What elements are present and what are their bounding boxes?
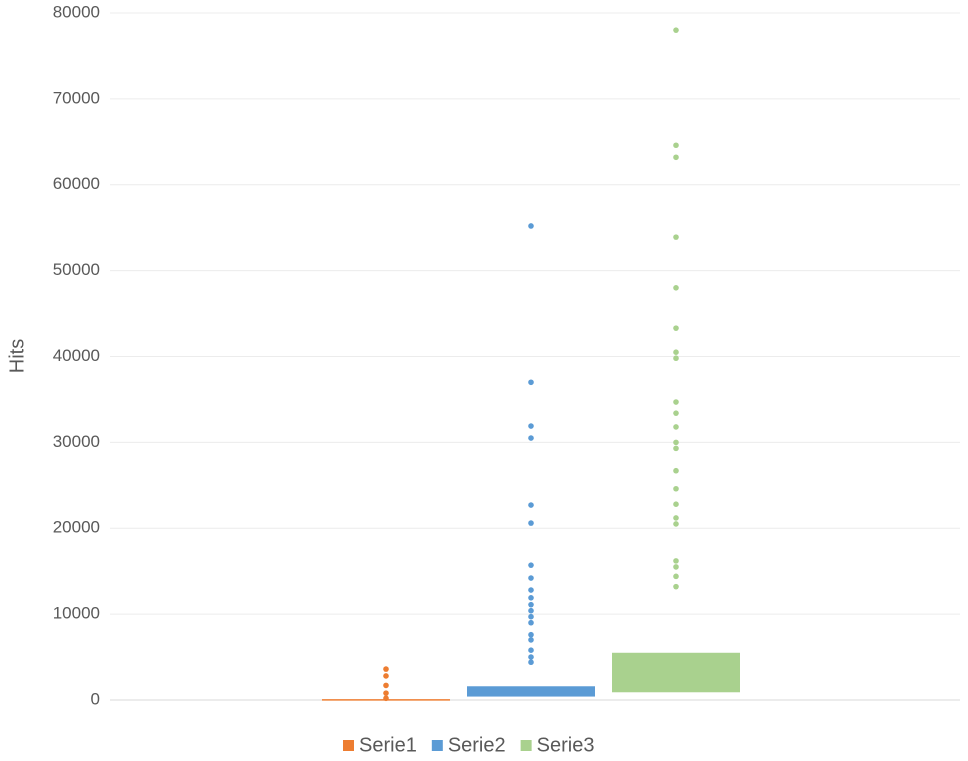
outlier [528,619,534,626]
outlier [673,558,679,564]
outlier [528,435,534,441]
outlier [528,575,534,581]
outlier [673,583,679,590]
outlier [528,654,534,660]
outlier [673,424,679,430]
outlier [673,142,679,149]
outlier [383,673,389,679]
outlier [673,285,679,291]
outlier [673,355,679,362]
outlier [528,613,534,620]
outlier [528,423,534,429]
outlier [528,502,534,508]
outlier [528,601,534,608]
y-tick-label: 20000 [53,518,100,537]
legend-swatch [431,740,443,751]
outlier [383,666,389,672]
outlier [528,223,534,229]
y-tick-label: 70000 [53,88,100,107]
outlier [673,467,679,474]
outlier [528,647,534,653]
outlier [673,485,679,492]
outlier [528,379,534,386]
legend-label: Serie1 [359,734,417,756]
legend-swatch [520,740,532,751]
y-tick-label: 50000 [53,260,100,279]
outlier [673,501,679,508]
outlier [673,515,679,521]
outlier [528,659,534,666]
outlier [673,573,679,580]
outlier [673,234,679,240]
outlier [528,562,534,568]
outlier [673,154,679,161]
outlier [528,637,534,643]
outlier [673,325,679,331]
outlier [673,521,679,527]
outlier [673,410,679,416]
outlier [383,695,389,702]
y-tick-label: 30000 [53,432,100,451]
y-tick-label: 40000 [53,346,100,365]
box [467,686,595,697]
outlier [383,690,389,696]
y-axis-label: Hits [6,339,28,373]
y-tick-label: 10000 [53,604,100,623]
outlier [528,631,534,638]
outlier [528,607,534,614]
legend-label: Serie3 [537,734,595,756]
y-tick-label: 60000 [53,174,100,193]
outlier [673,27,679,33]
outlier [673,439,679,446]
outlier [673,399,679,405]
y-tick-label: 80000 [53,2,100,21]
outlier [673,445,679,452]
outlier [528,520,534,526]
outlier [528,587,534,593]
outlier [383,682,389,689]
legend-swatch [343,740,354,751]
legend-label: Serie2 [448,734,506,756]
box [612,652,740,693]
y-tick-label: 0 [91,689,100,708]
outlier [528,595,534,601]
outlier [673,349,679,356]
outlier [673,564,679,570]
